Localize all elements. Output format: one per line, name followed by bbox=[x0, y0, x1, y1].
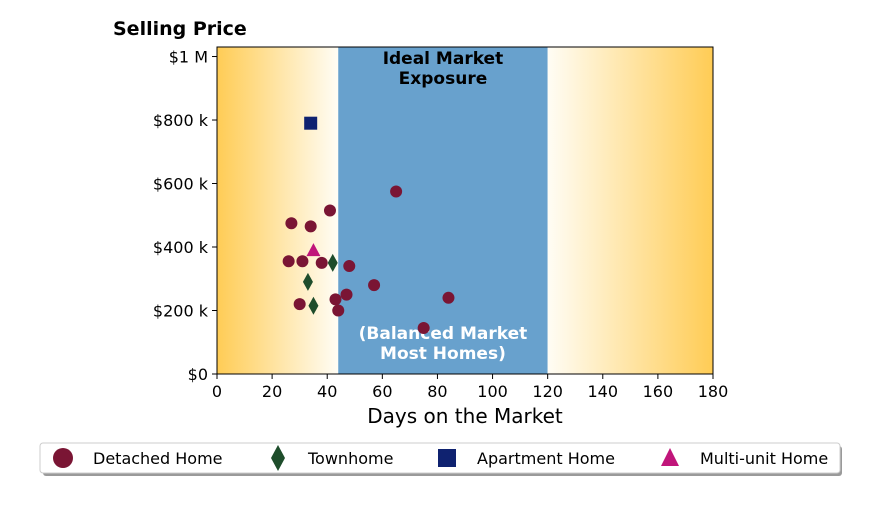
detached-home-point bbox=[304, 220, 317, 233]
x-tick-label: 60 bbox=[372, 382, 392, 401]
legend-marker-townhome bbox=[271, 445, 285, 471]
x-tick-label: 40 bbox=[317, 382, 337, 401]
townhome-point bbox=[327, 253, 338, 272]
y-tick-label: $0 bbox=[188, 365, 208, 384]
legend-marker-detached-home bbox=[53, 448, 73, 468]
y-tick-label: $600 k bbox=[153, 175, 209, 194]
detached-home-point bbox=[323, 204, 336, 217]
multi-unit-home-point bbox=[306, 243, 321, 257]
legend-label-multi-unit-home: Multi-unit Home bbox=[700, 449, 828, 468]
band-0 bbox=[217, 47, 339, 374]
annotations: Ideal Market Exposure (Balanced Market Most… bbox=[359, 49, 528, 364]
detached-home-point bbox=[315, 256, 328, 269]
detached-home-point bbox=[340, 288, 353, 301]
band-1 bbox=[338, 47, 548, 374]
detached-home-point bbox=[293, 298, 306, 311]
band-2 bbox=[547, 47, 713, 374]
background-bands bbox=[217, 47, 713, 374]
legend: Detached Home Townhome Apartment Home Multi… bbox=[39, 442, 842, 476]
x-axis-label: Days on the Market bbox=[367, 404, 563, 428]
legend-label-apartment-home: Apartment Home bbox=[477, 449, 615, 468]
annotation-line: (Balanced Market bbox=[359, 324, 528, 344]
x-tick-label: 140 bbox=[588, 382, 619, 401]
plot-area-frame bbox=[216, 46, 714, 375]
series-detached-home bbox=[282, 185, 455, 334]
townhome-point bbox=[302, 272, 313, 291]
legend-label-townhome: Townhome bbox=[307, 449, 393, 468]
x-tick-label: 180 bbox=[698, 382, 729, 401]
detached-home-point bbox=[282, 255, 295, 268]
legend-marker-multi-unit-home bbox=[661, 448, 679, 466]
townhome-point bbox=[308, 296, 319, 315]
annotation-line: Ideal Market bbox=[383, 49, 504, 69]
detached-home-point bbox=[296, 255, 309, 268]
detached-home-point bbox=[329, 293, 342, 306]
y-tick-label: $200 k bbox=[153, 302, 209, 321]
x-tick-label: 120 bbox=[532, 382, 563, 401]
chart-title: Selling Price bbox=[113, 18, 247, 40]
detached-home-point bbox=[285, 217, 298, 230]
x-tick-label: 0 bbox=[212, 382, 222, 401]
data-points bbox=[282, 116, 455, 334]
annotation-top: Ideal Market Exposure bbox=[383, 49, 504, 89]
y-tick-label: $800 k bbox=[153, 111, 209, 130]
x-tick-label: 80 bbox=[427, 382, 447, 401]
detached-home-point bbox=[368, 279, 381, 292]
series-apartment-home bbox=[304, 116, 318, 130]
annotation-line: Exposure bbox=[399, 69, 488, 89]
legend-marker-apartment-home bbox=[438, 449, 456, 467]
annotation-bottom: (Balanced Market Most Homes) bbox=[359, 324, 528, 364]
annotation-line: Most Homes) bbox=[380, 344, 506, 364]
x-tick-label: 100 bbox=[477, 382, 508, 401]
y-tick-label: $1 M bbox=[169, 48, 208, 67]
legend-label-detached-home: Detached Home bbox=[93, 449, 223, 468]
detached-home-point bbox=[442, 291, 455, 304]
detached-home-point bbox=[417, 321, 430, 334]
y-tick-label: $400 k bbox=[153, 238, 209, 257]
detached-home-point bbox=[343, 260, 356, 273]
detached-home-point bbox=[332, 304, 345, 317]
series-multi-unit-home bbox=[306, 243, 321, 257]
detached-home-point bbox=[390, 185, 403, 198]
y-axis: $0 $200 k $400 k $600 k $800 k $1 M bbox=[153, 48, 217, 384]
x-tick-label: 160 bbox=[643, 382, 674, 401]
series-townhome bbox=[302, 253, 338, 315]
x-axis: 0 20 40 60 80 100 120 140 160 180 bbox=[212, 374, 728, 401]
x-tick-label: 20 bbox=[262, 382, 282, 401]
apartment-home-point bbox=[304, 116, 318, 130]
